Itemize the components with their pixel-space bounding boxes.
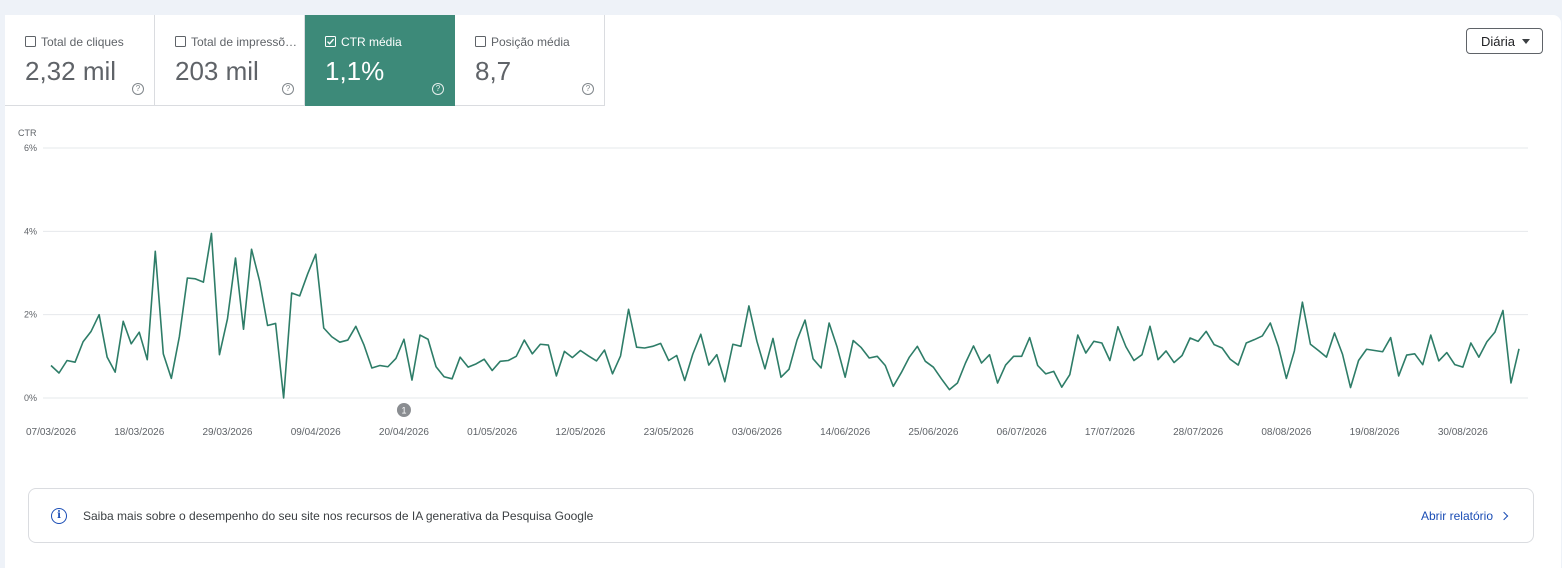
x-tick-label: 09/04/2026	[291, 427, 341, 438]
metric-value: 203 mil	[175, 56, 259, 86]
metric-cards: Total de cliques 2,32 mil ? Total de imp…	[5, 15, 605, 107]
x-tick-label: 17/07/2026	[1085, 427, 1135, 438]
open-report-label: Abrir relatório	[1420, 509, 1493, 523]
chevron-right-icon	[1499, 511, 1509, 521]
metric-card-ctr[interactable]: CTR média 1,1% ?	[305, 15, 455, 106]
ctr-line-chart[interactable]: CTR 0% 2% 4% 6% 07/03/2026 18/03/2026 29/03/202…	[5, 15, 1561, 465]
help-icon[interactable]: ?	[432, 83, 444, 95]
x-tick-label: 18/03/2026	[114, 427, 164, 438]
x-tick-label: 23/05/2026	[644, 427, 694, 438]
x-tick-label: 19/08/2026	[1350, 427, 1400, 438]
granularity-dropdown[interactable]: Diária	[1466, 28, 1543, 54]
ctr-series-line	[50, 232, 1520, 399]
x-tick-label: 01/05/2026	[467, 427, 517, 438]
x-tick-label: 28/07/2026	[1173, 427, 1223, 438]
x-tick-label: 25/06/2026	[908, 427, 958, 438]
performance-panel: Total de cliques 2,32 mil ? Total de imp…	[5, 15, 1561, 568]
metric-value: 2,32 mil	[25, 56, 117, 86]
x-tick-label: 29/03/2026	[202, 427, 252, 438]
checkbox-clicks[interactable]	[25, 36, 36, 47]
metric-card-position[interactable]: Posição média 8,7 ?	[455, 15, 605, 106]
checkmark-icon	[327, 38, 335, 45]
metric-card-clicks[interactable]: Total de cliques 2,32 mil ?	[5, 15, 155, 106]
metric-value: 8,7	[475, 56, 512, 86]
help-icon[interactable]: ?	[582, 83, 594, 95]
y-tick-label: 0%	[24, 393, 37, 403]
x-tick-label: 08/08/2026	[1261, 427, 1311, 438]
y-tick-label: 4%	[24, 226, 37, 236]
x-tick-label: 14/06/2026	[820, 427, 870, 438]
x-tick-label: 30/08/2026	[1438, 427, 1488, 438]
metric-card-impressions[interactable]: Total de impressõ… 203 mil ?	[155, 15, 305, 106]
annotation-marker	[396, 403, 411, 417]
open-report-link[interactable]: Abrir relatório	[1420, 509, 1509, 523]
x-tick-label: 06/07/2026	[997, 427, 1047, 438]
help-icon[interactable]: ?	[132, 83, 144, 95]
checkbox-ctr[interactable]	[325, 36, 336, 47]
y-tick-label: 2%	[24, 310, 37, 320]
y-tick-label: 6%	[24, 143, 37, 153]
ai-insights-banner: i Saiba mais sobre o desempenho do seu s…	[28, 488, 1534, 543]
checkbox-impressions[interactable]	[175, 36, 186, 47]
annotation-label: 1	[401, 406, 406, 416]
metric-value: 1,1%	[325, 56, 385, 86]
help-icon[interactable]: ?	[282, 83, 294, 95]
x-tick-label: 07/03/2026	[26, 427, 76, 438]
x-tick-label: 20/04/2026	[379, 427, 429, 438]
checkbox-position[interactable]	[475, 36, 486, 47]
x-tick-label: 12/05/2026	[555, 427, 605, 438]
granularity-value: Diária	[1481, 34, 1515, 49]
caret-down-icon	[1522, 39, 1530, 44]
info-icon: i	[51, 508, 67, 524]
banner-text: Saiba mais sobre o desempenho do seu sit…	[83, 509, 594, 523]
x-tick-label: 03/06/2026	[732, 427, 782, 438]
y-axis-label: CTR	[18, 128, 37, 138]
